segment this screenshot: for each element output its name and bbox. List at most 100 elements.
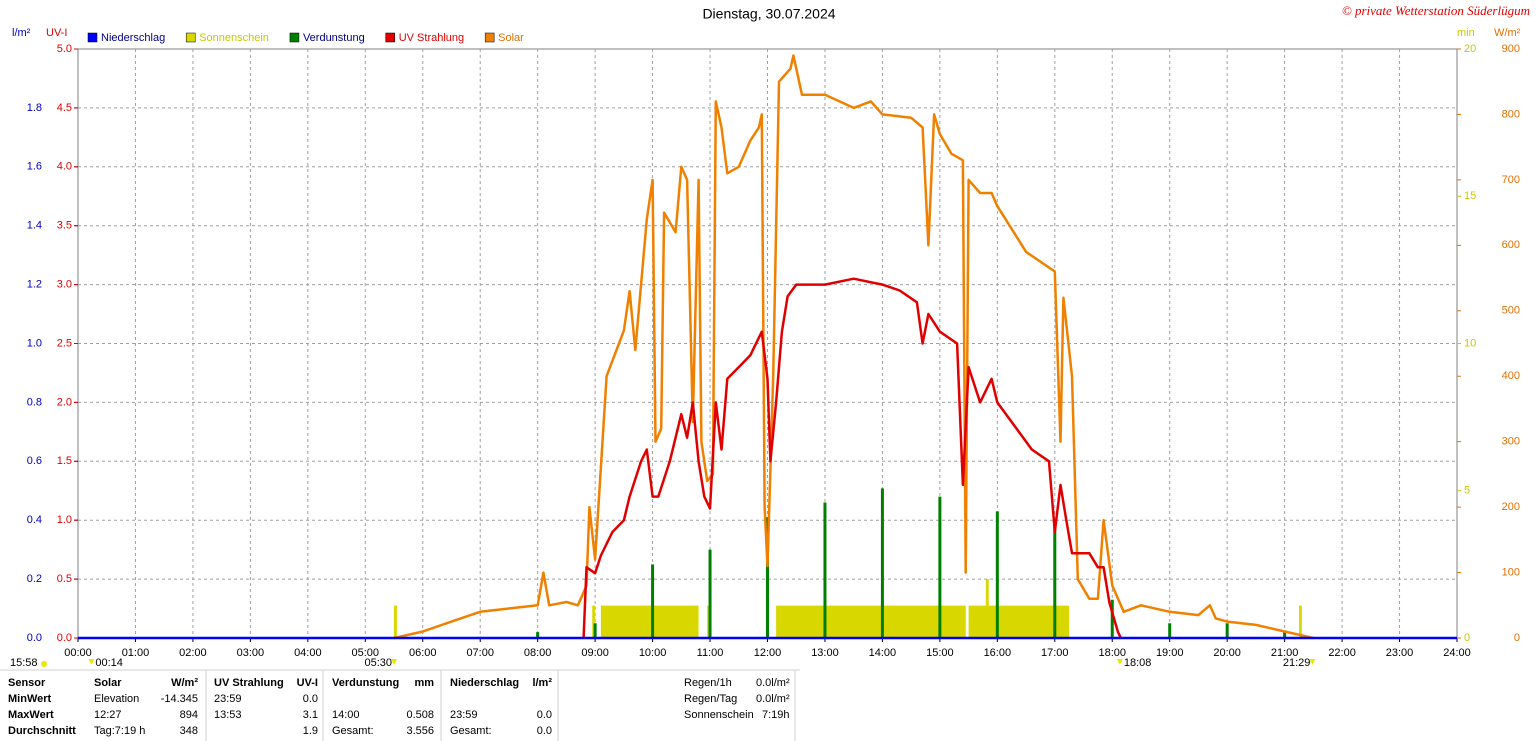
table-cell: Gesamt: bbox=[450, 725, 492, 737]
x-tick-label: 19:00 bbox=[1156, 647, 1184, 659]
bar bbox=[766, 517, 769, 638]
y3-axis-title: min bbox=[1457, 27, 1475, 39]
x-tick-label: 17:00 bbox=[1041, 647, 1069, 659]
y-tick-label: 1.6 bbox=[27, 161, 42, 173]
bar bbox=[995, 511, 999, 638]
bar bbox=[938, 496, 942, 638]
y-tick-label: 100 bbox=[1502, 566, 1520, 578]
y-tick-label: 15 bbox=[1464, 190, 1476, 202]
y-tick-label: 0.0 bbox=[57, 632, 72, 644]
summary-value: 7:19h bbox=[762, 709, 790, 721]
x-tick-label: 00:00 bbox=[64, 647, 92, 659]
y-tick-label: 4.0 bbox=[57, 161, 72, 173]
table-header: Solar bbox=[94, 677, 122, 689]
x-tick-label: 05:00 bbox=[352, 647, 380, 659]
table-header: UV Strahlung bbox=[214, 677, 284, 689]
y-tick-label: 0 bbox=[1464, 632, 1470, 644]
row-label: MinWert bbox=[8, 693, 52, 705]
annotation-marker bbox=[1116, 659, 1123, 665]
y-tick-label: 600 bbox=[1502, 239, 1520, 251]
table-header: Sensor bbox=[8, 677, 46, 689]
table-cell: -14.345 bbox=[161, 693, 198, 705]
table-header: l/m² bbox=[532, 677, 552, 689]
x-tick-label: 07:00 bbox=[466, 647, 494, 659]
y-tick-label: 1.2 bbox=[27, 279, 42, 291]
legend-label: Verdunstung bbox=[303, 32, 365, 44]
x-tick-label: 09:00 bbox=[581, 647, 609, 659]
x-tick-label: 04:00 bbox=[294, 647, 322, 659]
annotation-marker bbox=[391, 659, 398, 665]
y-tick-label: 400 bbox=[1502, 370, 1520, 382]
bar bbox=[1225, 623, 1229, 638]
y-tick-label: 10 bbox=[1464, 337, 1476, 349]
table-cell: Tag:7:19 h bbox=[94, 725, 145, 737]
y-tick-label: 1.8 bbox=[27, 102, 42, 114]
legend-label: Niederschlag bbox=[101, 32, 165, 44]
y-tick-label: 1.0 bbox=[57, 514, 72, 526]
summary-label: Sonnenschein bbox=[684, 709, 754, 721]
y-tick-label: 0.8 bbox=[27, 396, 42, 408]
x-tick-label: 02:00 bbox=[179, 647, 207, 659]
table-cell: 0.0 bbox=[537, 725, 552, 737]
summary-value: 0.0l/m² bbox=[756, 677, 790, 689]
summary-value: 0.0l/m² bbox=[756, 693, 790, 705]
y-tick-label: 5.0 bbox=[57, 43, 72, 55]
y-tick-label: 500 bbox=[1502, 305, 1520, 317]
x-tick-label: 22:00 bbox=[1328, 647, 1356, 659]
y-tick-label: 0 bbox=[1514, 632, 1520, 644]
legend-label: UV Strahlung bbox=[399, 32, 464, 44]
row-label: Durchschnitt bbox=[8, 725, 76, 737]
y4-axis-title: W/m² bbox=[1494, 27, 1521, 39]
bar bbox=[1168, 623, 1172, 638]
table-cell: 12:27 bbox=[94, 709, 122, 721]
x-tick-label: 23:00 bbox=[1386, 647, 1414, 659]
y-tick-label: 3.0 bbox=[57, 279, 72, 291]
sunshine-span bbox=[600, 605, 699, 638]
y-tick-label: 2.0 bbox=[57, 396, 72, 408]
y-tick-label: 1.4 bbox=[27, 220, 42, 232]
annotation: 00:14 bbox=[95, 657, 123, 669]
annotation: 21:29 bbox=[1283, 657, 1311, 669]
table-cell: Gesamt: bbox=[332, 725, 374, 737]
y-tick-label: 2.5 bbox=[57, 337, 72, 349]
table-cell: 348 bbox=[180, 725, 198, 737]
legend-label: Solar bbox=[498, 32, 524, 44]
x-tick-label: 16:00 bbox=[984, 647, 1012, 659]
y-tick-label: 700 bbox=[1502, 174, 1520, 186]
table-cell: 894 bbox=[180, 709, 198, 721]
table-cell: 23:59 bbox=[214, 693, 242, 705]
y-tick-label: 800 bbox=[1502, 108, 1520, 120]
legend-swatch bbox=[185, 32, 196, 43]
table-header: UV-I bbox=[297, 677, 318, 689]
y-tick-label: 0.6 bbox=[27, 455, 42, 467]
legend-swatch bbox=[385, 32, 395, 43]
current-time-dot bbox=[41, 661, 47, 667]
bar bbox=[1110, 599, 1114, 638]
x-tick-label: 06:00 bbox=[409, 647, 437, 659]
sunshine-span bbox=[394, 605, 397, 638]
series-line bbox=[582, 277, 1123, 639]
x-tick-label: 15:00 bbox=[926, 647, 954, 659]
bar bbox=[880, 488, 884, 638]
x-tick-label: 13:00 bbox=[811, 647, 839, 659]
annotation-marker bbox=[88, 659, 95, 665]
sunshine-span bbox=[968, 605, 1070, 638]
table-header: W/m² bbox=[171, 677, 198, 689]
x-tick-label: 01:00 bbox=[122, 647, 150, 659]
legend-swatch bbox=[87, 32, 98, 43]
x-tick-label: 03:00 bbox=[237, 647, 265, 659]
x-tick-label: 20:00 bbox=[1213, 647, 1241, 659]
x-tick-label: 11:00 bbox=[697, 647, 724, 659]
table-cell: 3.556 bbox=[406, 725, 434, 737]
bar bbox=[1053, 526, 1057, 638]
chart-title: Dienstag, 30.07.2024 bbox=[702, 6, 835, 22]
table-header: Niederschlag bbox=[450, 677, 519, 689]
summary-label: Regen/Tag bbox=[684, 693, 737, 705]
bar bbox=[823, 502, 827, 638]
y-axis-title: l/m² bbox=[12, 27, 31, 39]
y-tick-label: 0.0 bbox=[27, 632, 42, 644]
x-tick-label: 18:00 bbox=[1098, 647, 1126, 659]
y-tick-label: 1.5 bbox=[57, 455, 72, 467]
y-tick-label: 200 bbox=[1502, 501, 1520, 513]
